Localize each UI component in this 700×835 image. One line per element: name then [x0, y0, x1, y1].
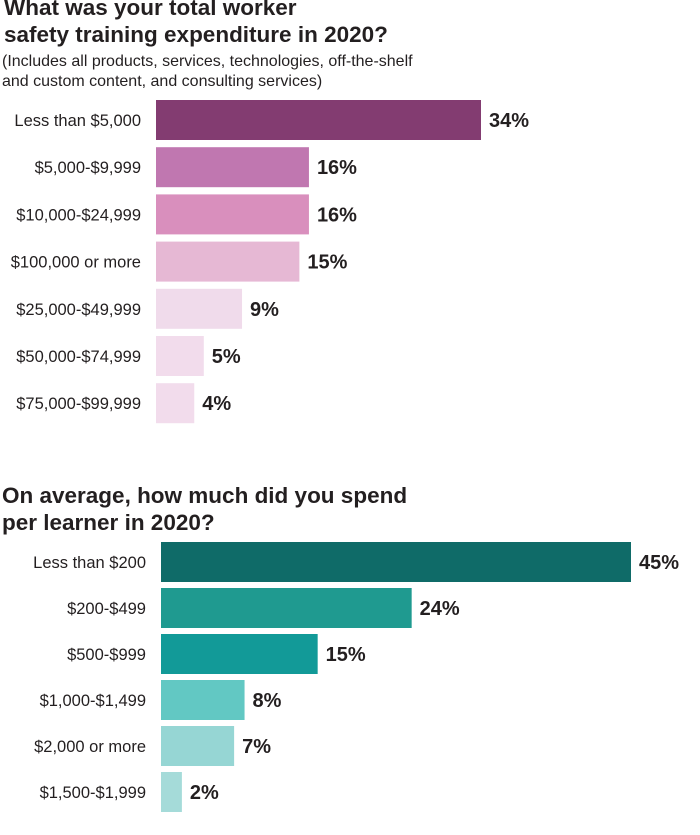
chart-1-bar-4: [156, 241, 300, 282]
chart-1-value-label-4: 15%: [307, 252, 347, 274]
chart-2-bar-3: [161, 634, 318, 674]
chart-2-value-label-6: 2%: [190, 782, 219, 804]
chart-1-category-label-3: $10,000-$24,999: [16, 206, 141, 224]
chart-2-bar-5: [161, 726, 235, 766]
chart-1-category-label-2: $5,000-$9,999: [35, 159, 141, 177]
chart-1-title: What was your total worker safety traini…: [4, 0, 388, 47]
chart-2-bar-1: [161, 542, 631, 582]
chart-1-bar-7: [156, 383, 195, 424]
chart-1-plot: Less than $5,000 34% $5,000-$9,999 16% $10,0…: [11, 100, 529, 424]
chart-1-value-label-3: 16%: [317, 204, 357, 226]
chart-2-category-label-5: $2,000 or more: [34, 738, 146, 756]
chart-1-value-label-6: 5%: [212, 346, 241, 368]
chart-2-bar-2: [161, 588, 412, 628]
chart-2-category-label-2: $200-$499: [67, 600, 146, 618]
chart-1-value-label-2: 16%: [317, 157, 357, 179]
chart-2-bar-4: [161, 680, 245, 720]
chart-2-category-label-4: $1,000-$1,499: [40, 692, 146, 710]
chart-2-value-label-1: 45%: [639, 552, 679, 574]
chart-2-value-label-3: 15%: [326, 644, 366, 666]
chart-1-category-label-5: $25,000-$49,999: [16, 301, 141, 319]
chart-1-value-label-1: 34%: [489, 110, 529, 132]
chart-1-bar-2: [156, 147, 309, 188]
chart-2-category-label-3: $500-$999: [67, 646, 146, 664]
chart-2-value-label-5: 7%: [242, 736, 271, 758]
chart-1-category-label-4: $100,000 or more: [11, 254, 141, 272]
chart-2-category-label-1: Less than $200: [33, 554, 146, 572]
chart-1-category-label-6: $50,000-$74,999: [16, 348, 141, 366]
chart-2-plot: Less than $200 45% $200-$499 24% $500-$999 15…: [33, 542, 679, 812]
chart-1-bar-5: [156, 288, 243, 329]
chart-2-category-label-6: $1,500-$1,999: [40, 784, 146, 802]
chart-1-bar-1: [156, 100, 481, 140]
chart-2-value-label-2: 24%: [420, 598, 460, 620]
chart-1-value-label-7: 4%: [202, 393, 231, 415]
chart-1-category-label-7: $75,000-$99,999: [16, 395, 141, 413]
chart-2-value-label-4: 8%: [253, 690, 282, 712]
chart-2-title: On average, how much did you spend per l…: [2, 483, 408, 535]
chart-1-value-label-5: 9%: [250, 299, 279, 321]
chart-1-bar-6: [156, 336, 204, 376]
chart-1-category-label-1: Less than $5,000: [14, 112, 141, 130]
chart-1-bar-3: [156, 194, 309, 235]
chart-1-subtitle: (Includes all products, services, techno…: [2, 53, 413, 90]
chart-2-bar-6: [161, 772, 182, 812]
